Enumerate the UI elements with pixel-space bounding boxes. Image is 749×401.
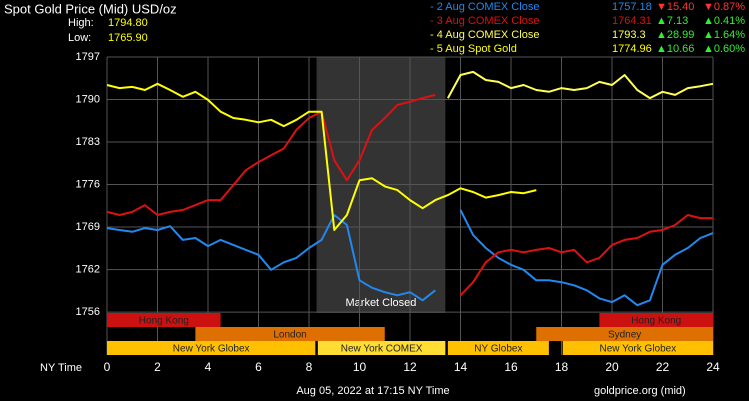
session-band bbox=[599, 313, 713, 327]
source: goldprice.org (mid) bbox=[594, 385, 686, 397]
session-band bbox=[562, 341, 713, 355]
session-band bbox=[195, 327, 385, 341]
session-label: London bbox=[273, 330, 306, 341]
legend-change: ▲28.99 bbox=[656, 29, 694, 41]
low-value: 1765.90 bbox=[108, 32, 148, 44]
legend-close: 1764.31 bbox=[612, 15, 652, 27]
x-tick-label: 8 bbox=[306, 360, 313, 374]
x-axis-title: NY Time bbox=[40, 362, 82, 374]
y-tick-label: 1797 bbox=[76, 51, 100, 63]
y-tick-label: 1776 bbox=[76, 178, 100, 190]
low-label: Low: bbox=[68, 32, 91, 44]
legend-close: 1757.18 bbox=[612, 1, 652, 13]
x-tick-label: 16 bbox=[504, 360, 518, 374]
price-line bbox=[106, 209, 714, 307]
x-tick-label: 10 bbox=[353, 360, 367, 374]
y-tick-label: 1783 bbox=[76, 136, 100, 148]
legend-close: 1774.96 bbox=[612, 43, 652, 55]
x-tick-label: 20 bbox=[605, 360, 619, 374]
x-tick-label: 2 bbox=[154, 360, 161, 374]
session-band bbox=[447, 341, 549, 355]
y-tick-label: 1756 bbox=[76, 306, 100, 318]
session-band bbox=[107, 313, 221, 327]
session-label: New York Globex bbox=[173, 344, 250, 355]
session-label: Sydney bbox=[608, 330, 641, 341]
legend-change-pct: ▲0.60% bbox=[703, 43, 745, 55]
x-tick-label: 12 bbox=[403, 360, 417, 374]
y-tick-label: 1762 bbox=[76, 263, 100, 275]
price-line bbox=[106, 93, 713, 296]
session-band bbox=[107, 341, 316, 355]
footer: Aug 05, 2022 at 17:15 NY Time bbox=[296, 385, 449, 397]
x-tick-label: 18 bbox=[555, 360, 569, 374]
legend-name: - 5 Aug Spot Gold bbox=[430, 43, 517, 55]
session-band bbox=[317, 341, 446, 355]
legend-name: - 3 Aug COMEX Close bbox=[430, 15, 539, 27]
session-label: Hong Kong bbox=[631, 316, 681, 327]
high-label: High: bbox=[68, 17, 94, 29]
x-tick-label: 4 bbox=[205, 360, 212, 374]
legend-change-pct: ▲0.41% bbox=[703, 15, 745, 27]
legend-name: - 4 Aug COMEX Close bbox=[430, 29, 539, 41]
legend-change: ▲7.13 bbox=[656, 15, 688, 27]
session-label: NY Globex bbox=[474, 344, 522, 355]
legend-close: 1793.3 bbox=[612, 29, 646, 41]
session-band bbox=[536, 327, 713, 341]
legend-change: ▼15.40 bbox=[656, 1, 694, 13]
x-tick-label: 0 bbox=[104, 360, 111, 374]
x-tick-label: 6 bbox=[255, 360, 262, 374]
legend-change: ▲10.66 bbox=[656, 43, 694, 55]
session-label: Hong Kong bbox=[139, 316, 189, 327]
session-label: New York Globex bbox=[600, 344, 677, 355]
chart-title: Spot Gold Price (Mid) USD/oz bbox=[4, 1, 177, 16]
x-tick-label: 22 bbox=[656, 360, 670, 374]
y-tick-label: 1769 bbox=[76, 221, 100, 233]
x-tick-label: 14 bbox=[454, 360, 468, 374]
session-label: New York COMEX bbox=[341, 344, 423, 355]
legend-change-pct: ▼0.87% bbox=[703, 1, 745, 13]
legend-change-pct: ▲1.64% bbox=[703, 29, 745, 41]
price-line bbox=[447, 70, 714, 100]
market-closed-label: Market Closed bbox=[346, 297, 417, 309]
price-line bbox=[106, 82, 537, 231]
legend-name: - 2 Aug COMEX Close bbox=[430, 1, 539, 13]
y-tick-label: 1790 bbox=[76, 93, 100, 105]
high-value: 1794.80 bbox=[108, 17, 148, 29]
x-tick-label: 24 bbox=[706, 360, 720, 374]
